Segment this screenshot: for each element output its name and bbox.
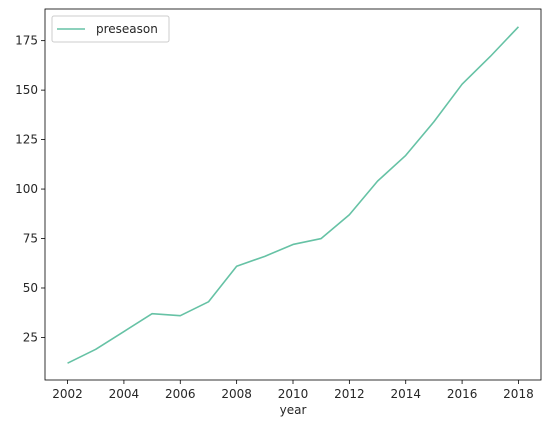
x-tick-label: 2004 [109,387,140,401]
x-tick-label: 2008 [221,387,252,401]
y-tick-label: 125 [15,133,38,147]
y-tick-label: 150 [15,83,38,97]
legend: preseason [51,15,170,43]
x-tick-label: 2014 [390,387,421,401]
legend-label-preseason: preseason [96,22,158,36]
y-axis: 25 50 75 100 125 150 175 [15,34,45,344]
x-tick-label: 2018 [503,387,534,401]
y-tick-label: 175 [15,34,38,48]
y-tick-label: 100 [15,182,38,196]
series-layer [67,26,520,364]
x-axis: 2002 2004 2006 2008 2010 2012 2014 2016 2018 [52,380,534,401]
y-tick-label: 50 [23,281,38,295]
x-tick-label: 2002 [52,387,83,401]
y-tick-label: 25 [23,330,38,344]
x-tick-label: 2010 [278,387,309,401]
plot-area [44,8,542,381]
y-tick-label: 75 [23,232,38,246]
x-tick-label: 2012 [334,387,365,401]
series-line-preseason [67,26,520,364]
legend-box [51,15,170,43]
x-axis-label: year [280,403,307,417]
x-tick-label: 2016 [447,387,478,401]
x-tick-label: 2006 [165,387,196,401]
